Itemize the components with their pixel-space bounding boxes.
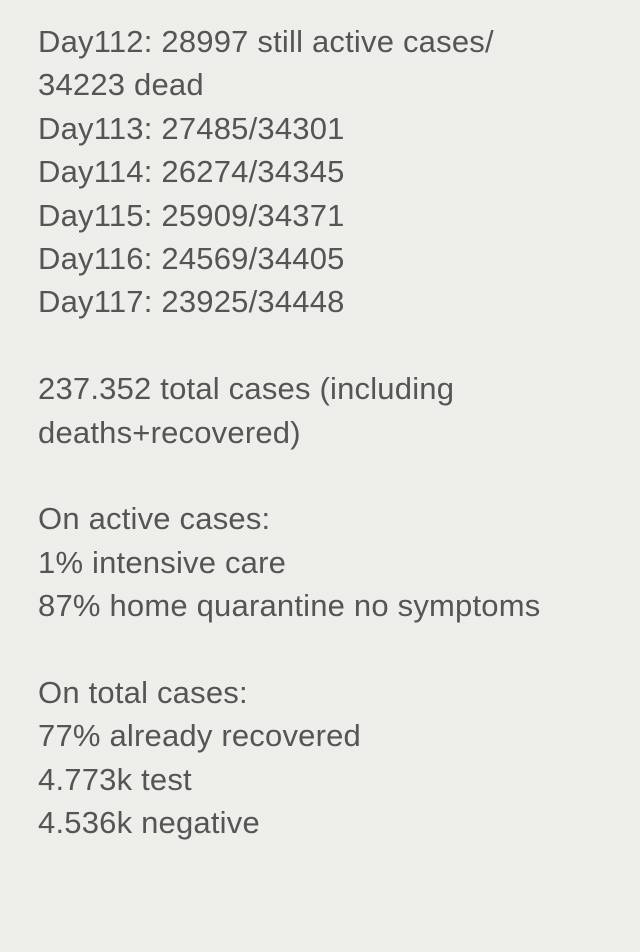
day-line: Day117: 23925/34448 <box>38 280 610 323</box>
total-cases-line: deaths+recovered) <box>38 411 610 454</box>
day-line: Day113: 27485/34301 <box>38 107 610 150</box>
total-cases-line: 237.352 total cases (including <box>38 367 610 410</box>
total-cases-stat: 77% already recovered <box>38 714 610 757</box>
total-cases-stat: 4.536k negative <box>38 801 610 844</box>
day-line: Day114: 26274/34345 <box>38 150 610 193</box>
active-cases-line: 1% intensive care <box>38 541 610 584</box>
active-cases-header: On active cases: <box>38 497 610 540</box>
day-line: Day116: 24569/34405 <box>38 237 610 280</box>
note-content: Day112: 28997 still active cases/ 34223 … <box>38 20 610 844</box>
day-line: Day112: 28997 still active cases/ <box>38 20 610 63</box>
blank-line <box>38 627 610 670</box>
total-cases-header: On total cases: <box>38 671 610 714</box>
blank-line <box>38 324 610 367</box>
blank-line <box>38 454 610 497</box>
total-cases-stat: 4.773k test <box>38 758 610 801</box>
active-cases-line: 87% home quarantine no symptoms <box>38 584 610 627</box>
day-line: Day115: 25909/34371 <box>38 194 610 237</box>
day-line: 34223 dead <box>38 63 610 106</box>
